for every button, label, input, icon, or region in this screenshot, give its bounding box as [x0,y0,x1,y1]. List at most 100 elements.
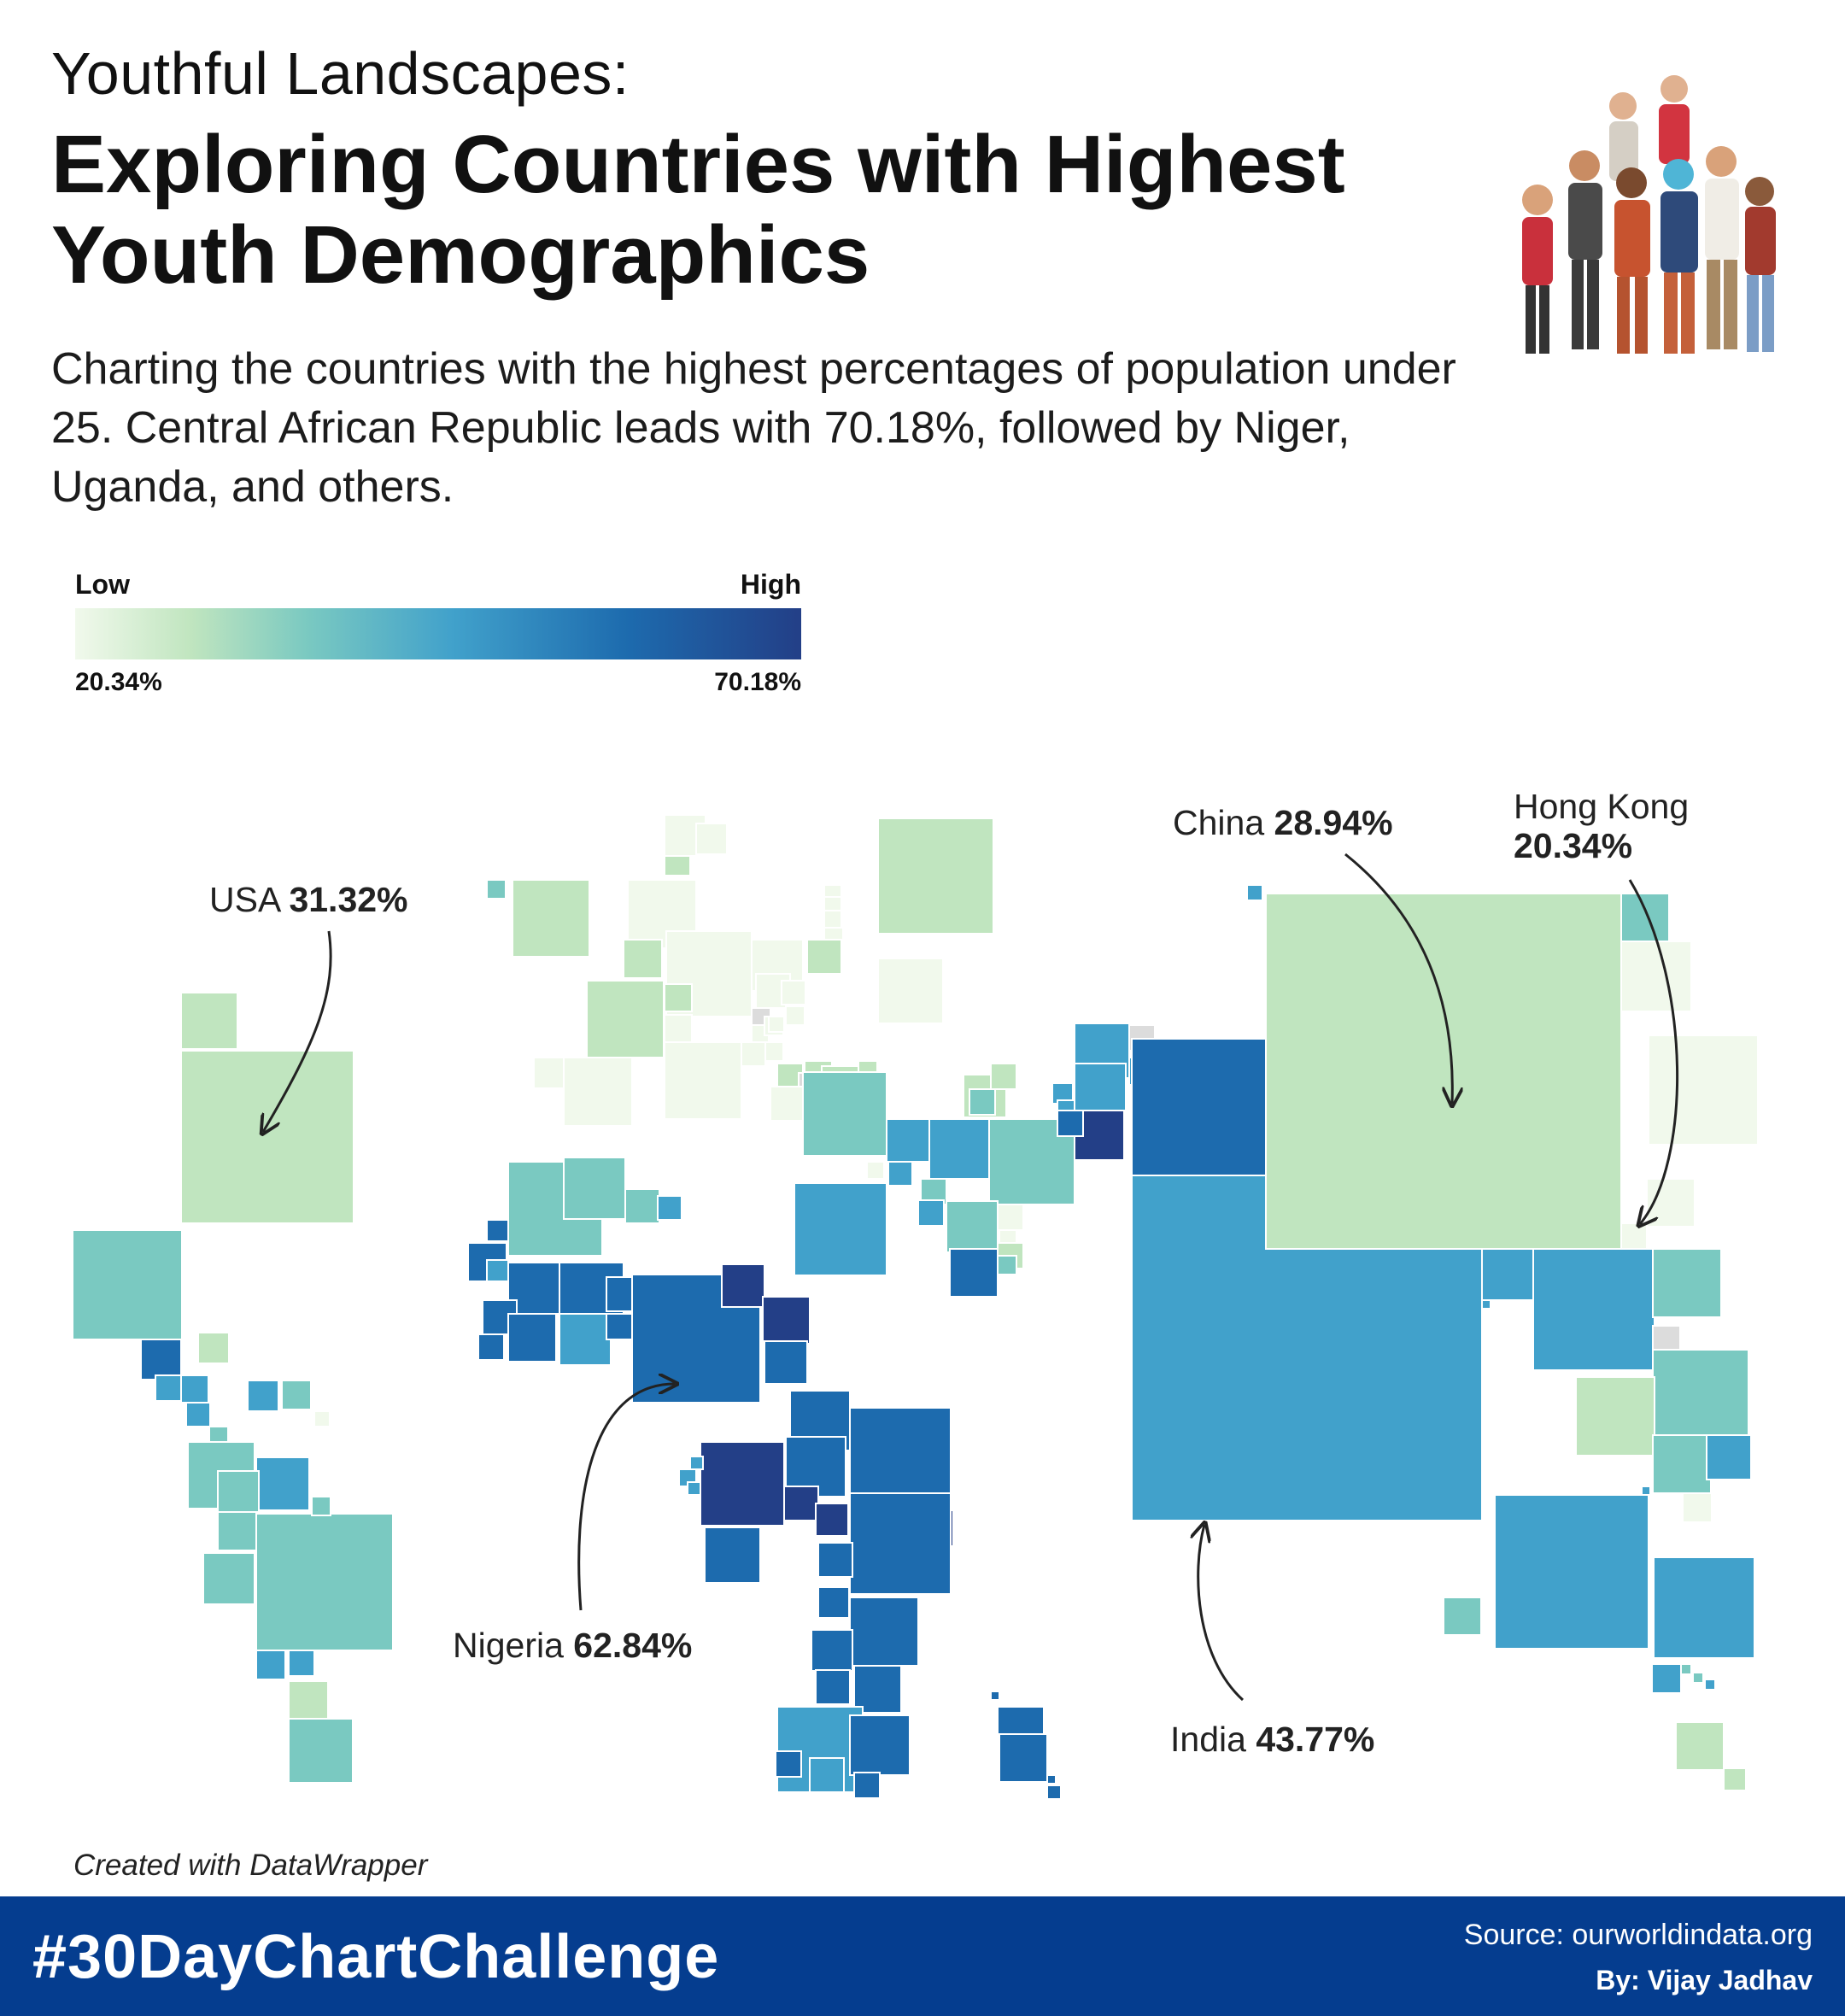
country-tile [1653,1556,1755,1659]
country-tile [288,1718,354,1784]
china-name: China [1173,803,1264,842]
country-tile [486,1259,509,1282]
hongkong-annotation-arrow [1628,879,1679,1224]
nigeria-value: 62.84% [573,1626,692,1665]
country-tile [866,1161,885,1180]
country-tile [155,1374,182,1402]
country-tile [802,1071,887,1157]
country-tile [817,1586,850,1619]
country-tile [1265,893,1622,1250]
country-tile [811,1629,853,1672]
author-credit: By: Vijay Jadhav [1596,1965,1813,1995]
country-tile [623,939,663,979]
country-tile [288,1680,329,1721]
country-tile [721,1263,765,1308]
country-tile [928,1118,990,1180]
country-tile [1620,941,1692,1012]
country-tile [1651,1663,1682,1694]
country-tile [563,1057,633,1127]
country-tile [770,1086,805,1122]
country-tile [999,1733,1048,1783]
country-tile [255,1650,286,1680]
country-tile [313,1410,331,1427]
china-value: 28.94% [1274,803,1393,842]
country-tile [817,1542,853,1578]
person-figure [1614,167,1650,354]
country-tile [1706,1434,1752,1480]
china-annotation-arrow [1344,853,1452,1104]
country-tile [969,1088,996,1116]
india-value: 43.77% [1256,1720,1374,1759]
country-tile [849,1597,919,1667]
country-tile [664,1014,693,1043]
country-tile [1652,1248,1722,1318]
country-tile [185,1402,211,1427]
country-tile [1575,1376,1655,1456]
country-tile [849,1714,911,1776]
country-tile [877,818,994,935]
country-tile [657,1195,682,1221]
country-tile [1057,1110,1084,1137]
country-tile [512,879,590,958]
country-tile [853,1665,902,1714]
country-tile [1641,1486,1651,1496]
country-tile [559,1313,612,1366]
usa-label: USA 31.32% [209,880,408,919]
country-tile [990,1063,1017,1090]
country-tile [624,1188,660,1224]
country-tile [486,879,507,900]
hongkong-label: Hong Kong 20.34% [1514,787,1689,865]
nigeria-annotation-arrow [577,1384,675,1611]
country-tile [664,1041,742,1120]
country-tile [507,1313,557,1363]
country-tile [1675,1721,1725,1771]
china-label: China 28.94% [1173,803,1393,842]
country-tile [1704,1679,1716,1691]
country-tile [1131,1038,1269,1176]
country-tile [486,1219,509,1242]
country-tile [886,1118,930,1163]
country-tile [741,1041,766,1067]
source-note: Source: ourworldindata.org [1463,1919,1813,1951]
country-tile [794,1182,887,1276]
country-tile [586,980,665,1058]
country-tile [849,1492,952,1595]
country-tile [949,1248,999,1298]
country-tile [1246,884,1263,901]
title-line-1: Exploring Countries with Highest [51,119,1345,210]
country-tile [823,910,842,929]
country-tile [1723,1767,1747,1791]
person-figure [1660,159,1698,354]
country-tile [1494,1494,1649,1650]
person-figure [1659,75,1690,164]
country-tile [1074,1063,1127,1116]
person-figure [1522,185,1553,354]
country-tile [783,1486,819,1521]
kicker-title: Youthful Landscapes: [51,40,630,107]
color-legend: Low High 20.34% 70.18% [75,564,801,700]
country-tile [887,1161,913,1187]
country-tile [1680,1663,1692,1675]
country-tile [1481,1299,1491,1310]
country-tile [1046,1785,1062,1800]
hashtag: #30DayChartChallenge [32,1923,720,1991]
title-line-2: Youth Demographics [51,209,870,301]
country-tile [687,1481,701,1496]
country-tile [1620,893,1670,942]
usa-annotation-arrow [263,930,332,1132]
country-tile [768,1016,785,1033]
country-tile [563,1157,626,1220]
country-tile [255,1456,310,1511]
person-figure [1705,146,1739,349]
usa-name: USA [209,880,282,919]
square-cartogram-map: USA 31.32% China 28.94% Hong Kong 20.34% … [72,787,1759,1800]
country-tile [606,1313,633,1340]
country-tile [631,1274,761,1404]
country-tile [815,1503,849,1537]
india-annotation-arrow [1198,1525,1245,1702]
legend-low-label: Low [75,569,130,600]
country-tile [849,1407,952,1509]
subtitle: Charting the countries with the highest … [51,344,1456,512]
country-tile [247,1380,279,1412]
country-tile [664,983,693,1012]
